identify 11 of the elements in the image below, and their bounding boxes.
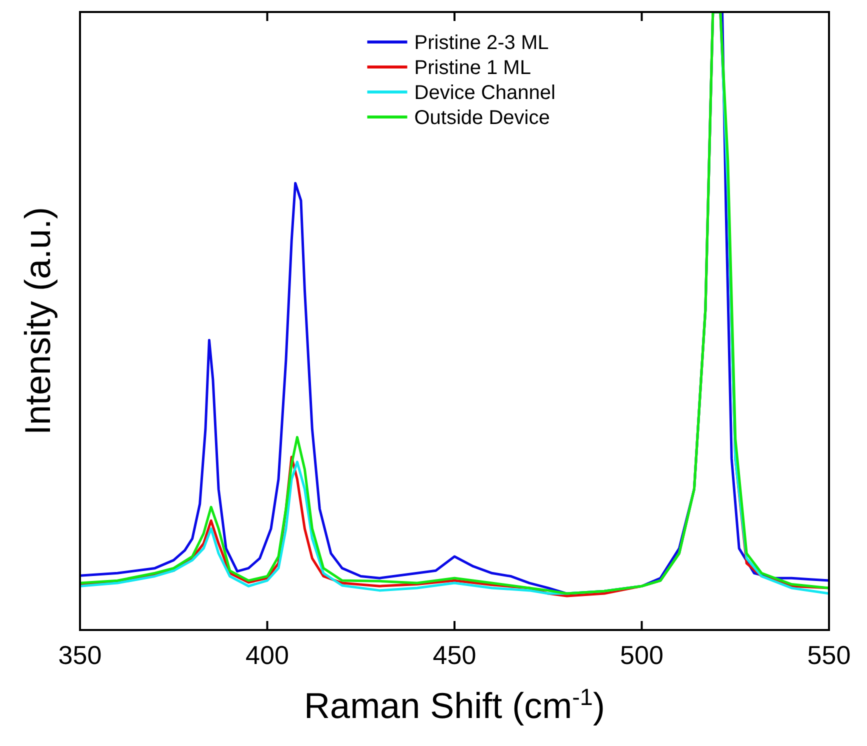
x-tick-label: 450 <box>432 640 476 670</box>
x-tick-label: 350 <box>58 640 102 670</box>
legend-label: Outside Device <box>414 107 550 129</box>
x-axis-title: Raman Shift (cm$^{-1}$) <box>304 684 605 726</box>
x-tick-label: 400 <box>246 640 289 670</box>
legend-label: Pristine 1 ML <box>414 57 531 79</box>
y-axis-title: Intensity (a.u.) <box>17 206 58 436</box>
x-tick-label: 500 <box>620 640 664 670</box>
legend-label: Pristine 2-3 ML <box>414 32 549 54</box>
legend-label: Device Channel <box>414 82 556 104</box>
x-tick-label: 550 <box>807 640 851 670</box>
